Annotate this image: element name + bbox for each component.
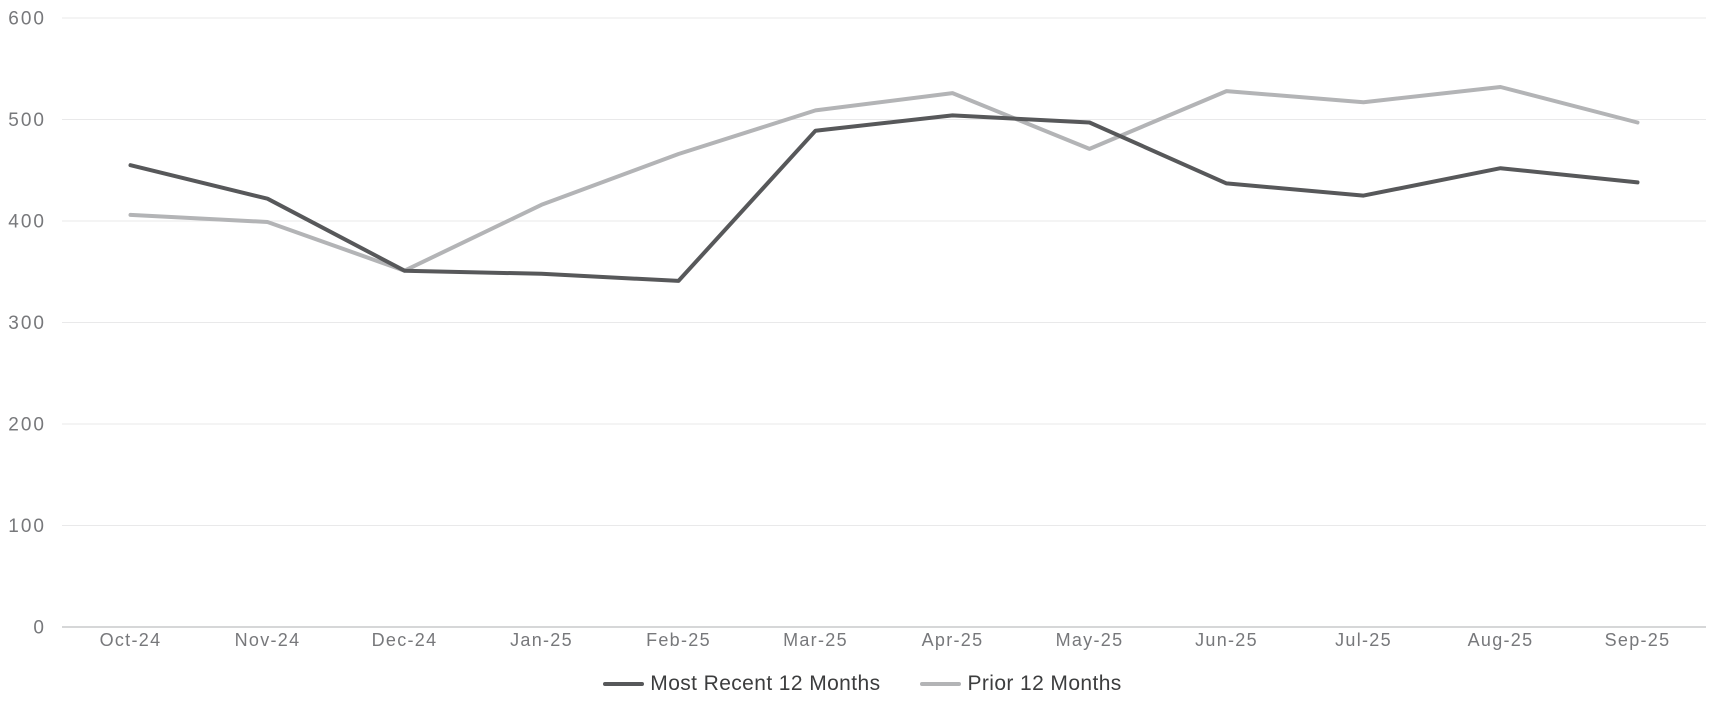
- legend-label: Prior 12 Months: [967, 672, 1122, 695]
- legend-item-prior-12-months: Prior 12 Months: [920, 672, 1121, 696]
- x-axis-label-feb-25: Feb-25: [646, 630, 711, 650]
- legend-line-swatch: [920, 682, 962, 686]
- x-axis-label-jun-25: Jun-25: [1195, 630, 1258, 650]
- x-axis-label-mar-25: Mar-25: [783, 630, 848, 650]
- y-axis-label-600: 600: [8, 9, 46, 30]
- y-axis-label-400: 400: [8, 212, 46, 233]
- y-axis-label-500: 500: [8, 110, 46, 131]
- x-axis-label-oct-24: Oct-24: [100, 630, 162, 650]
- x-axis-label-dec-24: Dec-24: [372, 630, 438, 650]
- legend-label: Most Recent 12 Months: [650, 672, 881, 695]
- x-axis-label-jul-25: Jul-25: [1335, 630, 1392, 650]
- x-axis-label-jan-25: Jan-25: [510, 630, 573, 650]
- x-axis-label-aug-25: Aug-25: [1468, 630, 1534, 650]
- chart-legend: Most Recent 12 Months Prior 12 Months: [0, 672, 1725, 696]
- y-axis-label-100: 100: [8, 516, 46, 537]
- x-axis-label-nov-24: Nov-24: [235, 630, 301, 650]
- y-axis-label-0: 0: [33, 618, 46, 639]
- x-axis-label-sep-25: Sep-25: [1605, 630, 1671, 650]
- series-line-prior-12-months: [128, 85, 1640, 273]
- x-axis-label-apr-25: Apr-25: [922, 630, 984, 650]
- y-axis-label-300: 300: [8, 313, 46, 334]
- x-axis-label-may-25: May-25: [1056, 630, 1124, 650]
- legend-item-most-recent-12-months: Most Recent 12 Months: [603, 672, 880, 696]
- y-axis-label-200: 200: [8, 415, 46, 436]
- series-line-most-recent-12-months: [128, 113, 1640, 283]
- legend-line-swatch: [603, 682, 645, 686]
